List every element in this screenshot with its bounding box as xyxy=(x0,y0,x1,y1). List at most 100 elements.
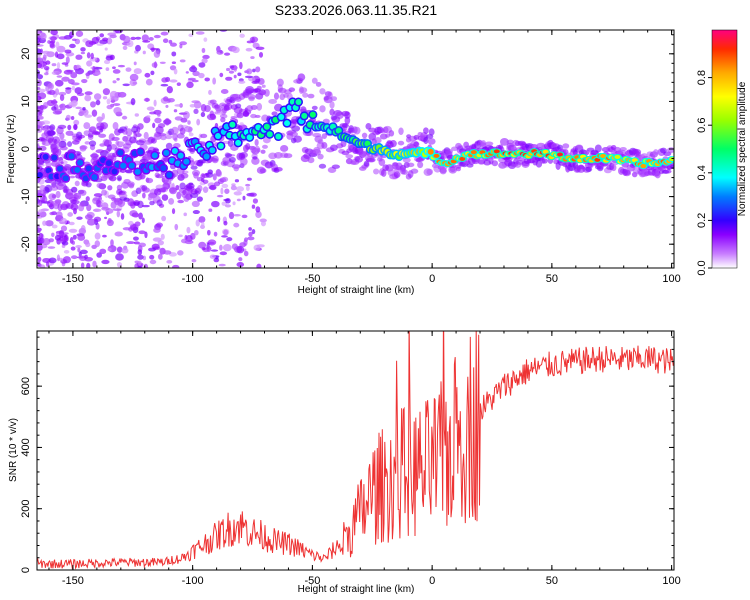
heatmap-halo-blob xyxy=(48,193,57,201)
heatmap-noise-blob xyxy=(71,85,75,91)
heatmap-halo-blob xyxy=(92,131,101,136)
heatmap-noise-blob xyxy=(250,56,255,59)
heatmap-noise-blob xyxy=(221,183,229,189)
heatmap-halo-blob xyxy=(137,200,144,209)
heatmap-noise-blob xyxy=(132,81,138,85)
heatmap-noise-blob xyxy=(239,122,244,126)
heatmap-halo-blob xyxy=(143,139,153,145)
heatmap-halo-blob xyxy=(119,193,128,199)
heatmap-halo-blob xyxy=(389,140,397,148)
heatmap-noise-blob xyxy=(133,236,139,241)
heatmap-noise-blob xyxy=(122,227,131,231)
heatmap-ridge-core xyxy=(62,175,69,182)
heatmap-noise-blob xyxy=(84,94,92,102)
heatmap-noise-blob xyxy=(157,113,161,117)
heatmap-ridge-core xyxy=(266,131,273,138)
heatmap-halo-blob xyxy=(63,164,72,171)
heatmap-noise-blob xyxy=(68,228,78,233)
heatmap-noise-blob xyxy=(74,65,80,70)
heatmap-noise-blob xyxy=(150,70,155,76)
heatmap-halo-blob xyxy=(374,137,382,144)
heatmap-noise-blob xyxy=(84,256,94,262)
heatmap-noise-blob xyxy=(75,30,84,37)
heatmap-noise-blob xyxy=(86,262,91,268)
heatmap-noise-blob xyxy=(96,43,104,46)
heatmap-noise-blob xyxy=(103,59,111,65)
heatmap-halo-blob xyxy=(137,123,144,130)
heatmap-noise-blob xyxy=(209,184,217,191)
heatmap-noise-blob xyxy=(102,37,109,42)
heatmap-noise-blob xyxy=(168,39,173,44)
heatmap-noise-blob xyxy=(76,216,83,220)
heatmap-halo-blob xyxy=(62,185,70,193)
heatmap-noise-blob xyxy=(58,36,68,40)
heatmap-halo-blob xyxy=(79,189,87,196)
heatmap-halo-blob xyxy=(575,144,583,149)
heatmap-halo-blob xyxy=(499,138,509,146)
heatmap-noise-blob xyxy=(134,113,139,117)
heatmap-noise-blob xyxy=(237,72,242,77)
heatmap-halo-blob xyxy=(157,123,166,129)
heatmap-noise-blob xyxy=(201,47,206,54)
heatmap-noise-blob xyxy=(105,67,110,72)
heatmap-noise-blob xyxy=(219,113,228,119)
heatmap-halo-blob xyxy=(168,197,175,205)
heatmap-noise-blob xyxy=(37,57,43,64)
heatmap-noise-blob xyxy=(65,87,72,90)
heatmap-noise-blob xyxy=(220,187,224,195)
heatmap-noise-blob xyxy=(106,104,113,110)
heatmap-noise-blob xyxy=(207,229,211,236)
heatmap-ridge-core xyxy=(45,167,52,174)
heatmap-noise-blob xyxy=(173,265,178,268)
snr-x-ticks: -150 -100 -50 0 50 100 xyxy=(48,331,681,587)
heatmap-noise-blob xyxy=(104,47,108,51)
heatmap-halo-blob xyxy=(37,198,41,204)
heatmap-noise-blob xyxy=(198,62,206,68)
heatmap-noise-blob xyxy=(212,173,217,181)
heatmap-halo-blob xyxy=(200,133,208,139)
heatmap-noise-blob xyxy=(86,218,96,226)
heatmap-noise-blob xyxy=(246,40,253,44)
heatmap-noise-blob xyxy=(113,107,122,115)
heatmap-noise-blob xyxy=(71,240,75,245)
heatmap-halo-blob xyxy=(65,203,74,210)
heatmap-noise-blob xyxy=(256,263,262,268)
heatmap-noise-blob xyxy=(248,227,252,231)
heatmap-halo-blob xyxy=(307,156,315,164)
heatmap-halo-blob xyxy=(262,144,268,149)
heatmap-noise-blob xyxy=(99,33,105,38)
heatmap-noise-blob xyxy=(219,244,223,251)
heatmap-noise-blob xyxy=(145,177,154,184)
heatmap-halo-blob xyxy=(142,187,150,193)
snr-x-tick-label: -50 xyxy=(304,575,320,587)
heatmap-noise-blob xyxy=(255,66,261,73)
heatmap-halo-blob xyxy=(283,153,293,159)
heatmap-noise-blob xyxy=(135,44,141,52)
heatmap-noise-blob xyxy=(198,72,205,79)
heatmap-halo-blob xyxy=(480,140,487,148)
heatmap-noise-blob xyxy=(225,76,233,81)
heatmap-noise-blob xyxy=(109,90,118,99)
heatmap-halo-blob xyxy=(220,117,226,123)
spectrogram-x-tick-label: 100 xyxy=(662,273,680,285)
heatmap-noise-blob xyxy=(174,223,179,231)
heatmap-noise-blob xyxy=(47,89,56,96)
heatmap-noise-blob xyxy=(142,192,146,199)
heatmap-ridge-core xyxy=(68,153,75,160)
heatmap-noise-blob xyxy=(81,109,89,116)
heatmap-halo-blob xyxy=(228,156,236,163)
heatmap-halo-blob xyxy=(155,174,164,179)
snr-y-ticks: 0 200 400 600 xyxy=(20,336,674,573)
heatmap-noise-blob xyxy=(42,257,51,264)
heatmap-halo-blob xyxy=(185,183,195,189)
heatmap-halo-blob xyxy=(204,105,211,113)
heatmap-ridge-core xyxy=(284,120,291,127)
heatmap-noise-blob xyxy=(188,132,194,137)
heatmap-halo-blob xyxy=(423,136,429,145)
heatmap-halo-blob xyxy=(256,102,263,111)
heatmap-noise-blob xyxy=(208,208,213,212)
heatmap-ridge-core xyxy=(120,162,127,169)
heatmap-halo-blob xyxy=(183,111,190,119)
heatmap-noise-blob xyxy=(110,201,117,209)
